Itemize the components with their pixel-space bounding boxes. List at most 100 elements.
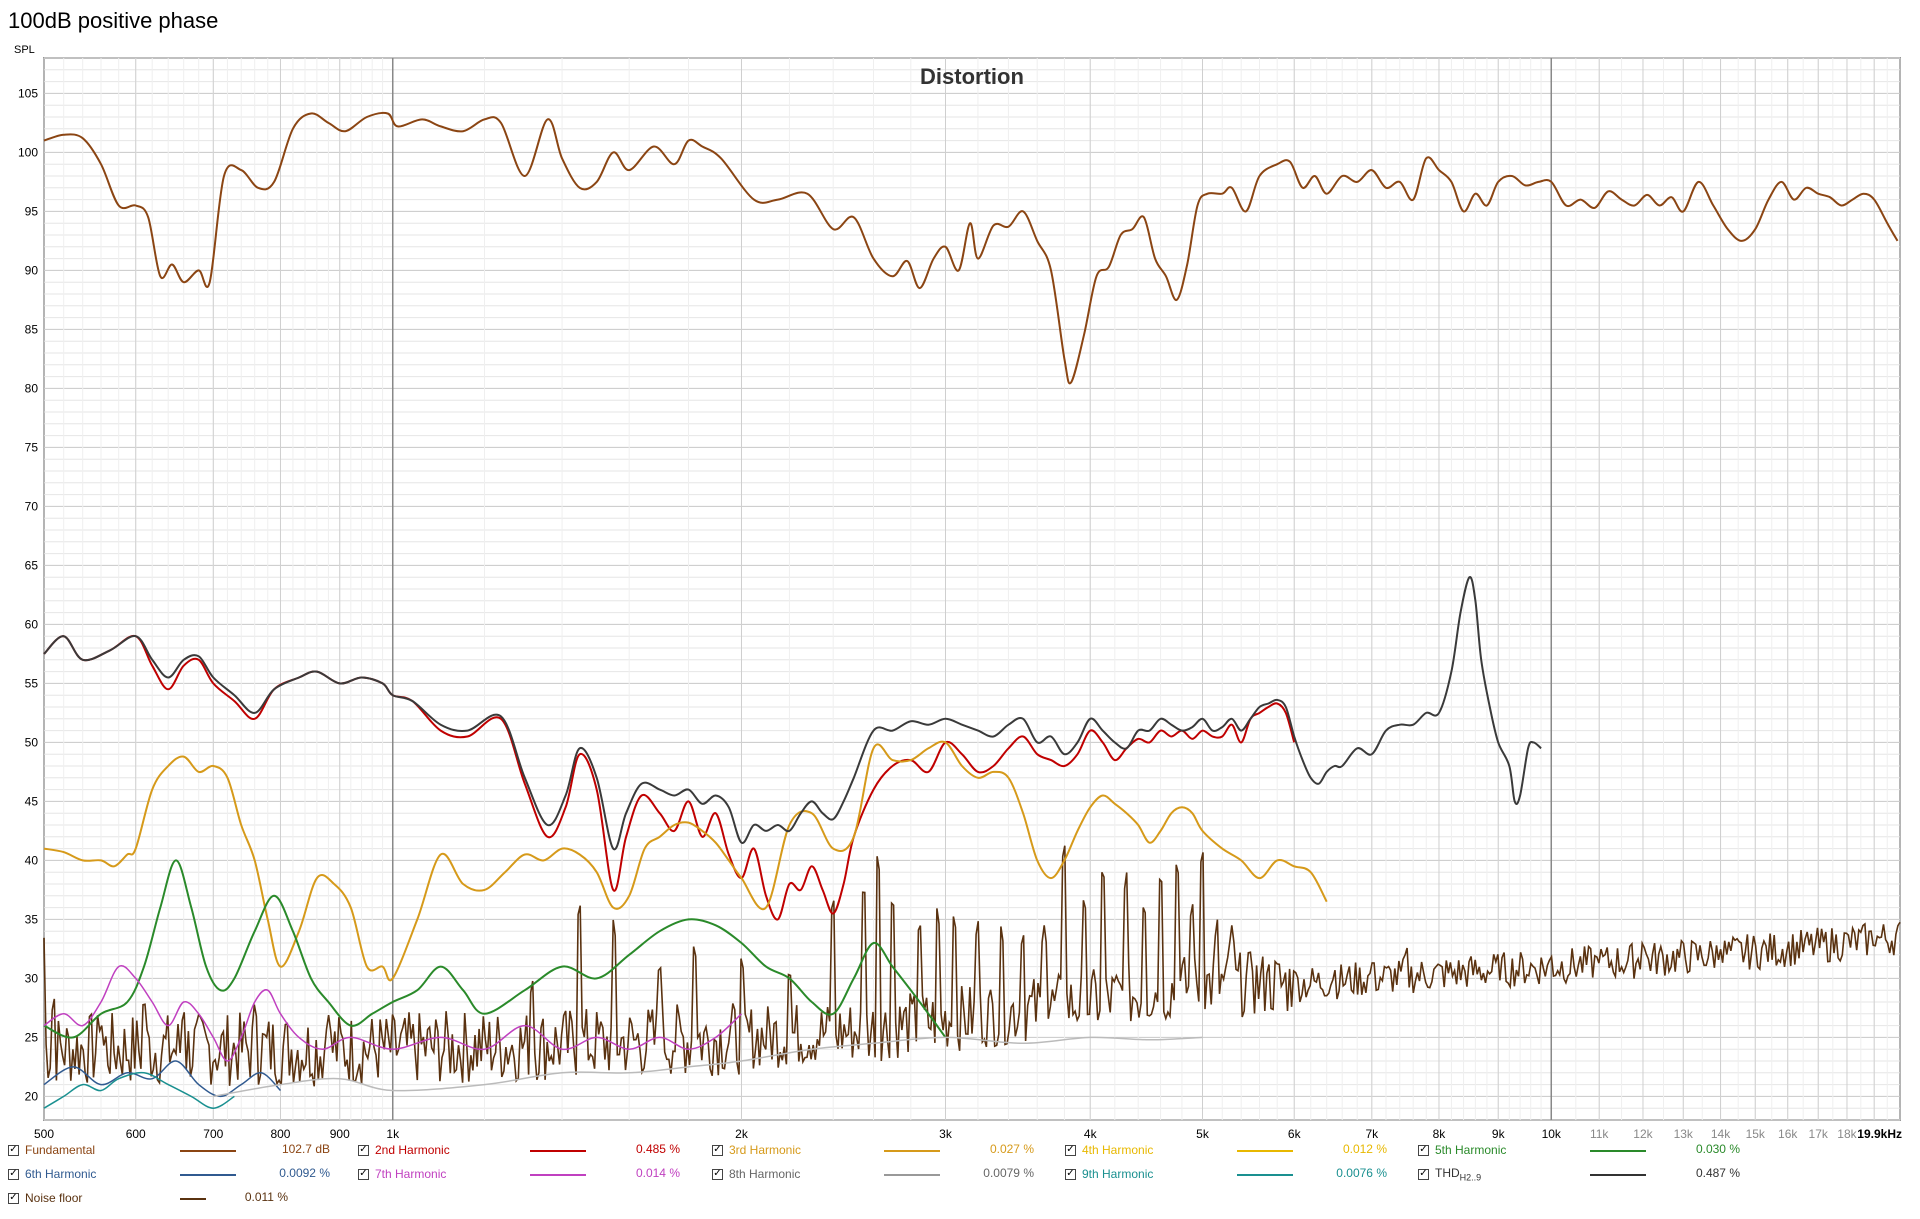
legend-label-text: 8th Harmonic — [729, 1167, 801, 1181]
legend-item-h4[interactable]: ✓ 4th Harmonic — [1065, 1142, 1153, 1158]
x-tick-label: 15k — [1746, 1127, 1766, 1141]
page-title: 100dB positive phase — [8, 8, 219, 33]
x-tick-label: 500 — [34, 1127, 54, 1141]
x-tick-label: 5k — [1196, 1127, 1210, 1141]
x-tick-label: 3k — [939, 1127, 953, 1141]
legend-item-h3[interactable]: ✓ 3rd Harmonic — [712, 1142, 801, 1158]
legend-swatch-h5 — [1590, 1150, 1646, 1152]
y-tick-label: 85 — [25, 322, 39, 336]
series-5th-harmonic — [43, 859, 947, 1039]
y-tick-label: 60 — [25, 617, 39, 631]
legend-value-noise: 0.011 % — [244, 1190, 288, 1204]
legend-swatch-h4 — [1237, 1150, 1293, 1152]
series-fundamental — [43, 111, 1899, 385]
legend-value-h6: 0.0092 % — [279, 1166, 330, 1180]
legend-label-h8: 8th Harmonic — [729, 1167, 800, 1181]
legend-label-text: 4th Harmonic — [1082, 1143, 1154, 1157]
legend-label-text: Noise floor — [25, 1191, 83, 1205]
legend-label-noise: Noise floor — [25, 1191, 82, 1205]
legend-label-fund: Fundamental — [25, 1143, 95, 1157]
y-tick-label: 55 — [25, 676, 39, 690]
x-tick-label: 8k — [1433, 1127, 1447, 1141]
x-tick-label: 13k — [1674, 1127, 1694, 1141]
x-tick-label: 16k — [1778, 1127, 1798, 1141]
legend-item-thd[interactable]: ✓ THDH2..9 — [1418, 1166, 1481, 1182]
legend-value-fund: 102.7 dB — [281, 1142, 330, 1156]
legend-checkbox-noise[interactable]: ✓ — [8, 1192, 19, 1204]
legend-checkbox-h8[interactable]: ✓ — [712, 1168, 723, 1180]
legend-item-h6[interactable]: ✓ 6th Harmonic — [8, 1166, 96, 1182]
legend-value-h7: 0.014 % — [635, 1166, 680, 1180]
legend-label-h5: 5th Harmonic — [1435, 1143, 1506, 1157]
legend-checkbox-h3[interactable]: ✓ — [712, 1144, 723, 1156]
y-tick-label: 45 — [25, 794, 39, 808]
y-tick-label: 25 — [25, 1030, 39, 1044]
x-tick-label: 12k — [1633, 1127, 1653, 1141]
legend-checkbox-h6[interactable]: ✓ — [8, 1168, 19, 1180]
legend-value-thd: 0.487 % — [1695, 1166, 1740, 1180]
legend-swatch-h9 — [1237, 1174, 1293, 1176]
grid — [43, 57, 1901, 1121]
x-tick-label: 14k — [1711, 1127, 1731, 1141]
legend-label-text: 3rd Harmonic — [729, 1143, 802, 1157]
legend-checkbox-fund[interactable]: ✓ — [8, 1144, 19, 1156]
y-tick-label: 95 — [25, 204, 39, 218]
chart-title: Distortion — [920, 64, 1024, 89]
series-layer — [43, 111, 1901, 1109]
legend-swatch-h2 — [530, 1150, 586, 1152]
legend-item-h2[interactable]: ✓ 2nd Harmonic — [358, 1142, 450, 1158]
legend-swatch-h8 — [884, 1174, 940, 1176]
x-tick-label: 1k — [386, 1127, 400, 1141]
legend-item-h5[interactable]: ✓ 5th Harmonic — [1418, 1142, 1506, 1158]
legend-checkbox-thd[interactable]: ✓ — [1418, 1168, 1429, 1180]
x-tick-label: 10k — [1542, 1127, 1562, 1141]
x-tick-label: 2k — [735, 1127, 749, 1141]
x-tick-label: 18k — [1837, 1127, 1857, 1141]
legend-swatch-thd — [1590, 1174, 1646, 1176]
series-thd — [43, 576, 1542, 851]
legend-item-noise[interactable]: ✓ Noise floor — [8, 1190, 82, 1206]
y-tick-label: 105 — [18, 86, 38, 100]
legend-label-text: 9th Harmonic — [1082, 1167, 1154, 1181]
legend-label-text: 6th Harmonic — [25, 1167, 97, 1181]
series-7th-harmonic — [43, 964, 743, 1062]
legend-checkbox-h5[interactable]: ✓ — [1418, 1144, 1429, 1156]
legend-value-h8: 0.0079 % — [983, 1166, 1034, 1180]
x-tick-label: 700 — [203, 1127, 223, 1141]
y-tick-label: 65 — [25, 558, 39, 572]
y-tick-label: 30 — [25, 971, 39, 985]
legend-checkbox-h4[interactable]: ✓ — [1065, 1144, 1076, 1156]
legend-swatch-h7 — [530, 1174, 586, 1176]
y-tick-label: 100 — [18, 145, 38, 159]
y-tick-label: 80 — [25, 381, 39, 395]
x-tick-label: 17k — [1809, 1127, 1829, 1141]
legend-label-text: 2nd Harmonic — [375, 1143, 450, 1157]
legend-item-h7[interactable]: ✓ 7th Harmonic — [358, 1166, 446, 1182]
legend-label-h6: 6th Harmonic — [25, 1167, 96, 1181]
legend-item-fund[interactable]: ✓ Fundamental — [8, 1142, 95, 1158]
legend-label-text: Fundamental — [25, 1143, 96, 1157]
legend-item-h8[interactable]: ✓ 8th Harmonic — [712, 1166, 800, 1182]
legend-value-h2: 0.485 % — [635, 1142, 680, 1156]
y-axis-label: SPL — [14, 44, 35, 56]
legend-label-h7: 7th Harmonic — [375, 1167, 446, 1181]
legend-swatch-noise — [180, 1198, 206, 1200]
legend-label-subscript: H2..9 — [1459, 1172, 1482, 1183]
x-tick-label: 11k — [1590, 1127, 1609, 1141]
distortion-chart[interactable]: 20 25 30 35 40 45 50 55 60 65 70 75 80 85 90 95 100 105 50… — [0, 0, 1920, 1150]
legend-checkbox-h9[interactable]: ✓ — [1065, 1168, 1076, 1180]
legend-label-h9: 9th Harmonic — [1082, 1167, 1153, 1181]
legend-label-h4: 4th Harmonic — [1082, 1143, 1153, 1157]
legend-label-text: 7th Harmonic — [375, 1167, 447, 1181]
legend-checkbox-h2[interactable]: ✓ — [358, 1144, 369, 1156]
legend-item-h9[interactable]: ✓ 9th Harmonic — [1065, 1166, 1153, 1182]
legend-checkbox-h7[interactable]: ✓ — [358, 1168, 369, 1180]
x-tick-label: 6k — [1288, 1127, 1302, 1141]
legend-value-h9: 0.0076 % — [1336, 1166, 1387, 1180]
legend-value-h5: 0.030 % — [1695, 1142, 1740, 1156]
y-tick-label: 50 — [25, 735, 39, 749]
x-tick-label: 9k — [1492, 1127, 1506, 1141]
legend-value-h3: 0.027 % — [989, 1142, 1034, 1156]
legend-label-text: THD — [1435, 1165, 1460, 1180]
series-8th-harmonic — [213, 1036, 1203, 1098]
